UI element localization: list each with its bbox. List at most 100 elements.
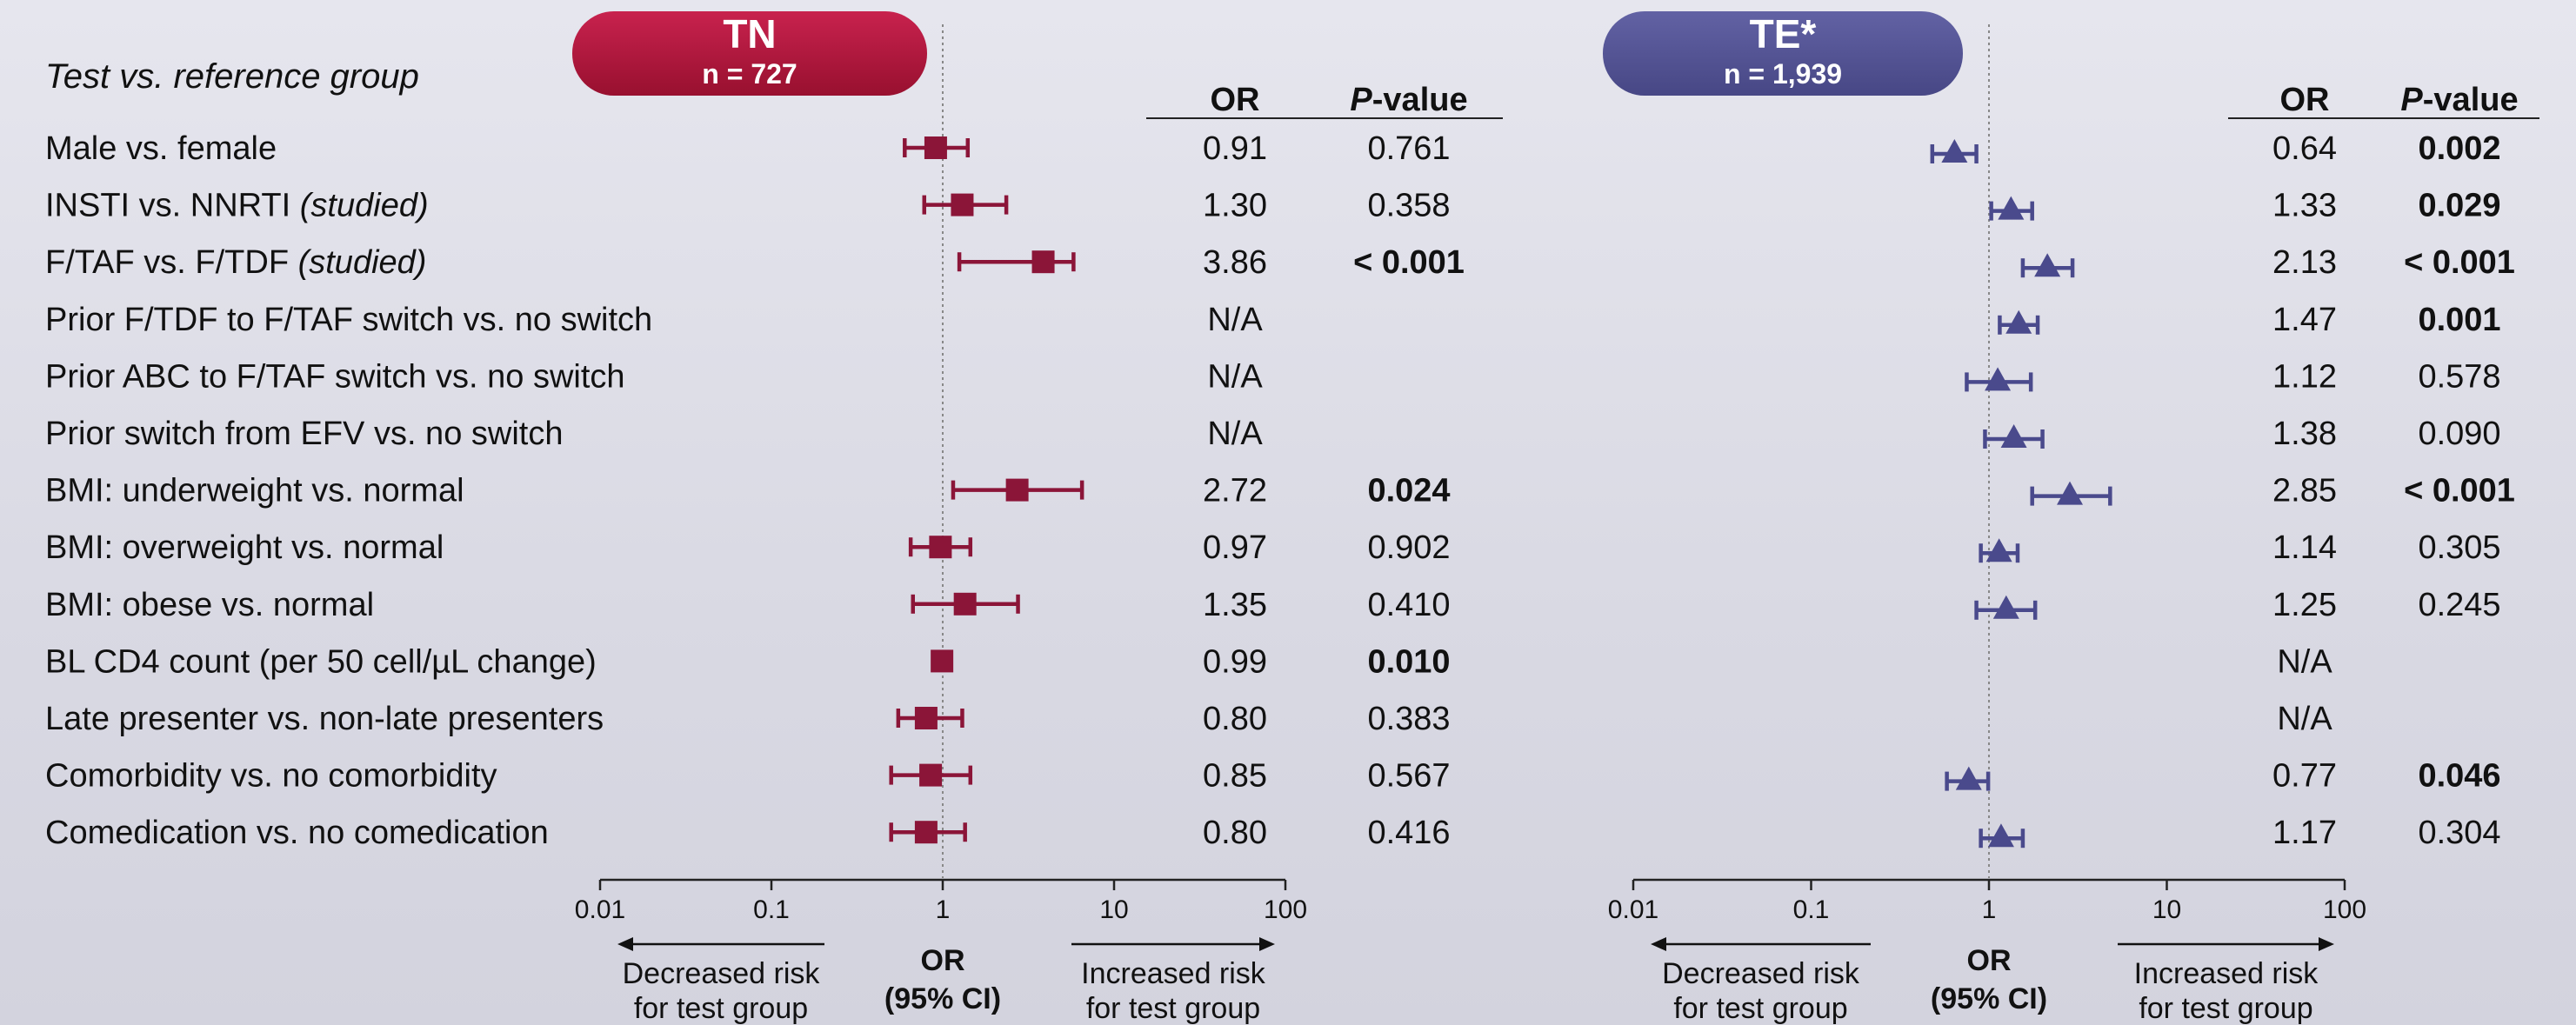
row-label: Late presenter vs. non-late presenters bbox=[45, 701, 604, 737]
te-or-value: 2.13 bbox=[2272, 244, 2337, 281]
p-header-italic: P bbox=[1350, 82, 1372, 118]
row-label-text: Prior switch from EFV vs. no switch bbox=[45, 416, 563, 452]
tn-pill-title: TN bbox=[723, 11, 776, 57]
p-header-rest: -value bbox=[1372, 82, 1468, 118]
te-pill-subtitle: n = 1,939 bbox=[1724, 58, 1842, 90]
row-label-header: Test vs. reference group bbox=[45, 57, 419, 96]
tn-axis-label-ci: (95% CI) bbox=[884, 982, 1001, 1015]
te-or-value: N/A bbox=[2277, 701, 2332, 737]
tn-right-arrow-icon bbox=[1259, 937, 1275, 951]
te-pill bbox=[1603, 11, 1963, 96]
te-or-point bbox=[1941, 139, 1968, 163]
tn-right-arrow-label: Increased risk bbox=[1081, 957, 1266, 990]
row-label-text: F/TAF vs. F/TDF bbox=[45, 244, 298, 281]
row-label-text: Comedication vs. no comedication bbox=[45, 815, 549, 851]
tn-or-value: 0.85 bbox=[1203, 758, 1267, 795]
te-or-value: 1.14 bbox=[2272, 529, 2337, 566]
tn-or-point bbox=[914, 707, 938, 729]
p-header-rest: -value bbox=[2423, 82, 2519, 118]
tn-p-value: 0.024 bbox=[1367, 473, 1450, 509]
row-label-text: BL CD4 count (per 50 cell/µL change) bbox=[45, 643, 597, 680]
te-p-value: 0.305 bbox=[2418, 529, 2500, 566]
tn-tick-label: 0.1 bbox=[753, 895, 790, 924]
tn-or-value: 0.80 bbox=[1203, 701, 1267, 737]
te-p-value: 0.245 bbox=[2418, 587, 2500, 623]
te-or-value: N/A bbox=[2277, 643, 2332, 680]
te-or-point bbox=[1987, 823, 2014, 848]
te-or-header: OR bbox=[2280, 82, 2330, 118]
te-or-value: 1.25 bbox=[2272, 587, 2337, 623]
tn-tick-label: 100 bbox=[1264, 895, 1307, 924]
row-label: BL CD4 count (per 50 cell/µL change) bbox=[45, 643, 597, 680]
te-tick-label: 1 bbox=[1982, 895, 1997, 924]
tn-p-value: 0.010 bbox=[1367, 643, 1450, 680]
te-or-point bbox=[1955, 766, 1982, 790]
row-label: Prior switch from EFV vs. no switch bbox=[45, 416, 563, 452]
te-or-value: 1.33 bbox=[2272, 188, 2337, 224]
row-label-text: Late presenter vs. non-late presenters bbox=[45, 701, 604, 737]
tn-p-header: P-value bbox=[1350, 82, 1467, 118]
row-label: Prior F/TDF to F/TAF switch vs. no switc… bbox=[45, 302, 652, 338]
te-pill-title: TE* bbox=[1750, 11, 1817, 57]
te-or-value: 2.85 bbox=[2272, 473, 2337, 509]
tn-p-value: 0.567 bbox=[1367, 758, 1450, 795]
te-p-value: < 0.001 bbox=[2404, 244, 2515, 281]
te-or-point bbox=[2057, 481, 2084, 505]
row-label-qualifier: (studied) bbox=[300, 188, 429, 224]
tn-or-value: N/A bbox=[1207, 416, 1263, 452]
tn-or-point bbox=[953, 592, 977, 616]
te-tick-label: 0.01 bbox=[1608, 895, 1658, 924]
row-label: Comedication vs. no comedication bbox=[45, 815, 549, 851]
te-p-value: 0.578 bbox=[2418, 358, 2500, 395]
te-left-arrow-icon bbox=[1651, 937, 1666, 951]
tn-pill-subtitle: n = 727 bbox=[702, 58, 797, 90]
te-p-header: P-value bbox=[2400, 82, 2518, 118]
row-label-text: BMI: underweight vs. normal bbox=[45, 473, 464, 509]
te-or-point bbox=[1985, 367, 2012, 391]
tn-right-arrow-label-2: for test group bbox=[1086, 992, 1260, 1025]
te-p-value: 0.304 bbox=[2418, 815, 2500, 851]
row-label: Comorbidity vs. no comorbidity bbox=[45, 758, 497, 795]
row-label: F/TAF vs. F/TDF (studied) bbox=[45, 244, 426, 281]
te-or-point bbox=[1985, 538, 2012, 562]
row-label-text: Prior F/TDF to F/TAF switch vs. no switc… bbox=[45, 302, 652, 338]
p-header-italic: P bbox=[2400, 82, 2423, 118]
tn-or-value: N/A bbox=[1207, 302, 1263, 338]
row-label-text: Prior ABC to F/TAF switch vs. no switch bbox=[45, 358, 625, 395]
te-p-value: 0.090 bbox=[2418, 416, 2500, 452]
te-axis-label-ci: (95% CI) bbox=[1931, 982, 2047, 1015]
tn-left-arrow-label-2: for test group bbox=[634, 992, 808, 1025]
row-label-text: Comorbidity vs. no comorbidity bbox=[45, 758, 497, 795]
row-label: Male vs. female bbox=[45, 130, 277, 167]
row-label: BMI: overweight vs. normal bbox=[45, 529, 444, 566]
te-or-value: 0.77 bbox=[2272, 758, 2337, 795]
tn-or-point bbox=[951, 193, 974, 216]
te-or-point bbox=[2005, 309, 2032, 334]
te-or-value: 0.64 bbox=[2272, 130, 2337, 167]
te-right-arrow-label: Increased risk bbox=[2134, 957, 2319, 990]
te-p-value: 0.002 bbox=[2418, 130, 2500, 167]
tn-or-value: 0.99 bbox=[1203, 643, 1267, 680]
tn-or-value: 1.35 bbox=[1203, 587, 1267, 623]
te-or-point bbox=[1998, 196, 2025, 220]
te-or-value: 1.38 bbox=[2272, 416, 2337, 452]
te-p-value: 0.046 bbox=[2418, 758, 2500, 795]
row-label: BMI: obese vs. normal bbox=[45, 587, 374, 623]
te-p-value: 0.029 bbox=[2418, 188, 2500, 224]
te-or-point bbox=[1992, 595, 2019, 619]
row-label-text: BMI: overweight vs. normal bbox=[45, 529, 444, 566]
tn-p-value: 0.416 bbox=[1367, 815, 1450, 851]
tn-left-arrow-icon bbox=[617, 937, 633, 951]
te-p-value: 0.001 bbox=[2418, 302, 2500, 338]
te-or-value: 1.12 bbox=[2272, 358, 2337, 395]
tn-or-value: 3.86 bbox=[1203, 244, 1267, 281]
tn-p-value: 0.383 bbox=[1367, 701, 1450, 737]
tn-axis-label: OR bbox=[921, 944, 965, 977]
te-or-point bbox=[2034, 253, 2061, 277]
tn-or-point bbox=[931, 649, 954, 673]
tn-or-value: 2.72 bbox=[1203, 473, 1267, 509]
te-or-value: 1.47 bbox=[2272, 302, 2337, 338]
tn-or-header: OR bbox=[1211, 82, 1260, 118]
row-label: BMI: underweight vs. normal bbox=[45, 473, 464, 509]
te-right-arrow-icon bbox=[2319, 937, 2334, 951]
